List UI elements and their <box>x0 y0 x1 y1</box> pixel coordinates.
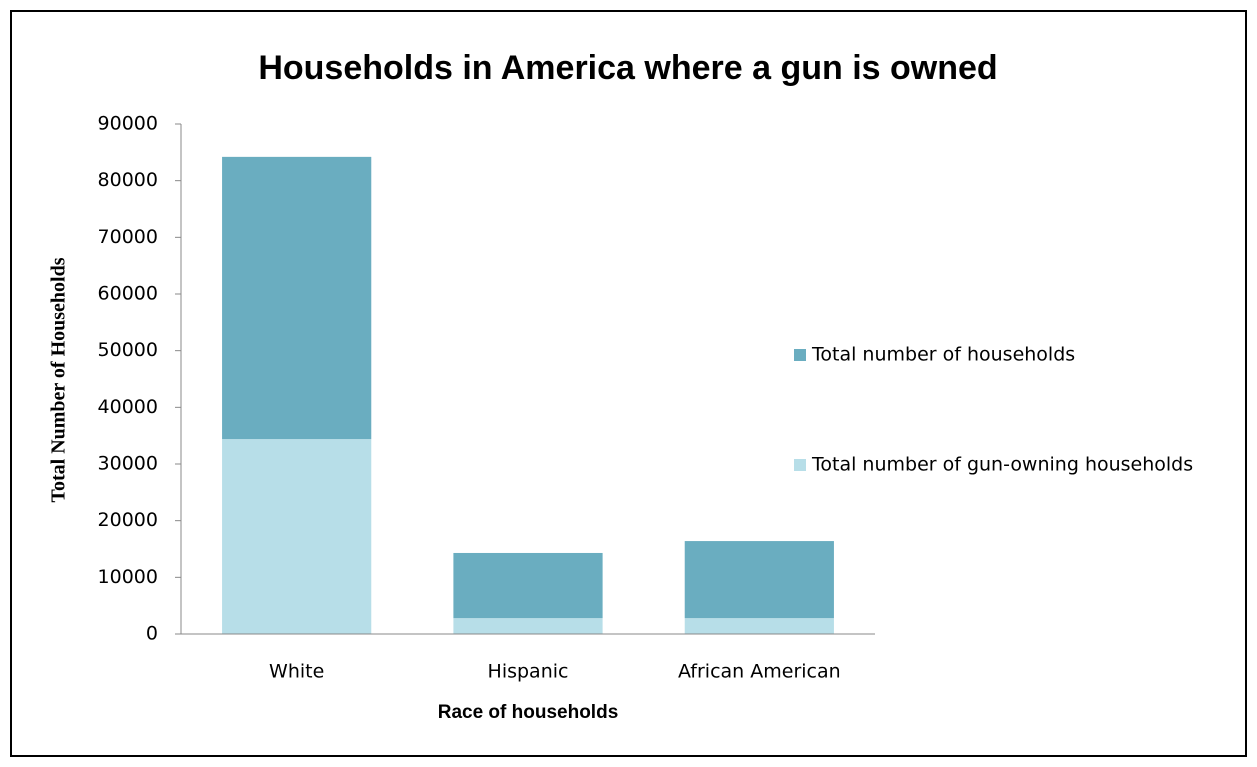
chart-frame <box>10 10 1247 757</box>
bar-segment <box>222 156 372 440</box>
x-tick-label: Hispanic <box>488 661 569 683</box>
y-tick-label: 40000 <box>98 396 158 418</box>
bar-segment <box>453 618 603 634</box>
x-axis-label: Race of households <box>438 702 619 723</box>
y-tick-label: 20000 <box>98 509 158 531</box>
bar-segment <box>222 439 372 634</box>
bar-segment <box>684 541 834 619</box>
y-tick-label: 0 <box>146 623 158 645</box>
legend-label: Total number of gun-owning households <box>811 454 1193 476</box>
y-tick-label: 10000 <box>98 566 158 588</box>
legend-swatch <box>794 349 806 361</box>
y-axis-label: Total Number of Households <box>48 257 70 502</box>
y-tick-label: 80000 <box>98 169 158 191</box>
y-tick-label: 60000 <box>98 283 158 305</box>
legend-label: Total number of households <box>811 344 1075 366</box>
x-tick-label: White <box>269 661 324 683</box>
bar-segment <box>684 618 834 634</box>
y-tick-label: 70000 <box>98 226 158 248</box>
y-tick-label: 30000 <box>98 453 158 475</box>
y-tick-label: 50000 <box>98 339 158 361</box>
bar-segment <box>453 552 603 619</box>
x-tick-label: African American <box>678 661 841 683</box>
legend-swatch <box>794 459 806 471</box>
chart-title: Households in America where a gun is own… <box>258 49 997 87</box>
y-tick-label: 90000 <box>98 113 158 135</box>
